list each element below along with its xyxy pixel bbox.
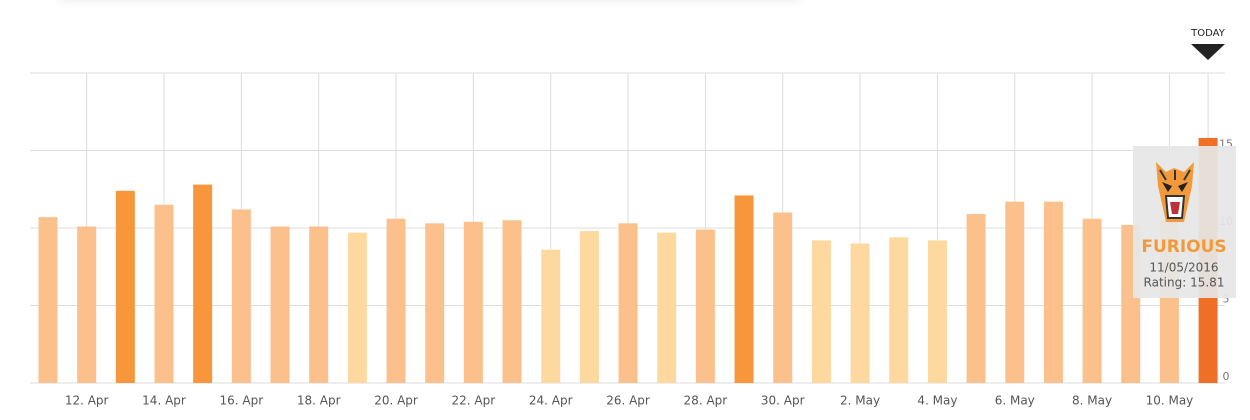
x-tick-label: 6. May bbox=[995, 394, 1035, 408]
bar bbox=[579, 231, 599, 383]
tooltip: FURIOUS 11/05/2016 Rating: 15.81 bbox=[1133, 146, 1236, 298]
bar bbox=[734, 195, 754, 383]
x-tick-label: 4. May bbox=[917, 394, 957, 408]
x-tick-label: 30. Apr bbox=[761, 394, 805, 408]
x-tick-label: 22. Apr bbox=[452, 394, 496, 408]
bar bbox=[657, 232, 677, 383]
bar bbox=[270, 226, 290, 383]
x-tick-label: 10. May bbox=[1146, 394, 1194, 408]
x-tick-label: 20. Apr bbox=[374, 394, 418, 408]
bar bbox=[850, 243, 870, 383]
bar bbox=[386, 218, 406, 383]
x-tick-label: 24. Apr bbox=[529, 394, 573, 408]
x-tick-label: 12. Apr bbox=[65, 394, 109, 408]
x-tick-label: 16. Apr bbox=[220, 394, 264, 408]
bar bbox=[1005, 201, 1025, 383]
bar bbox=[618, 223, 638, 383]
bar bbox=[154, 204, 174, 383]
x-tick-label: 8. May bbox=[1072, 394, 1112, 408]
bar bbox=[193, 184, 213, 383]
y-tick-label: 5 bbox=[1223, 293, 1230, 306]
tooltip-date: 11/05/2016 bbox=[1149, 261, 1218, 275]
today-marker bbox=[1191, 44, 1225, 60]
bar bbox=[889, 237, 909, 383]
tooltip-mood: FURIOUS bbox=[1141, 237, 1226, 257]
bar bbox=[309, 226, 329, 383]
bar bbox=[77, 226, 97, 383]
bar bbox=[695, 229, 715, 383]
x-tick-label: 18. Apr bbox=[297, 394, 341, 408]
bar bbox=[38, 217, 58, 383]
bar bbox=[463, 221, 483, 383]
tooltip-rating: Rating: 15.81 bbox=[1144, 276, 1225, 290]
x-tick-label: 26. Apr bbox=[606, 394, 650, 408]
bar bbox=[773, 212, 793, 383]
x-tick-label: 14. Apr bbox=[142, 394, 186, 408]
y-tick-label: 0 bbox=[1223, 370, 1230, 383]
bar bbox=[927, 240, 947, 383]
bar bbox=[541, 249, 561, 383]
bar bbox=[502, 220, 522, 383]
bar bbox=[966, 214, 986, 383]
tooltip-box bbox=[1133, 146, 1236, 298]
today-label: TODAY bbox=[1190, 28, 1226, 39]
bar bbox=[1082, 218, 1102, 383]
bar bbox=[425, 223, 445, 383]
x-tick-label: 28. Apr bbox=[684, 394, 728, 408]
bar bbox=[811, 240, 831, 383]
bar bbox=[115, 190, 135, 383]
x-tick-label: 2. May bbox=[840, 394, 880, 408]
bar bbox=[347, 232, 367, 383]
bar bbox=[231, 209, 251, 383]
bar bbox=[1043, 201, 1063, 383]
tiger-icon bbox=[1156, 162, 1194, 222]
